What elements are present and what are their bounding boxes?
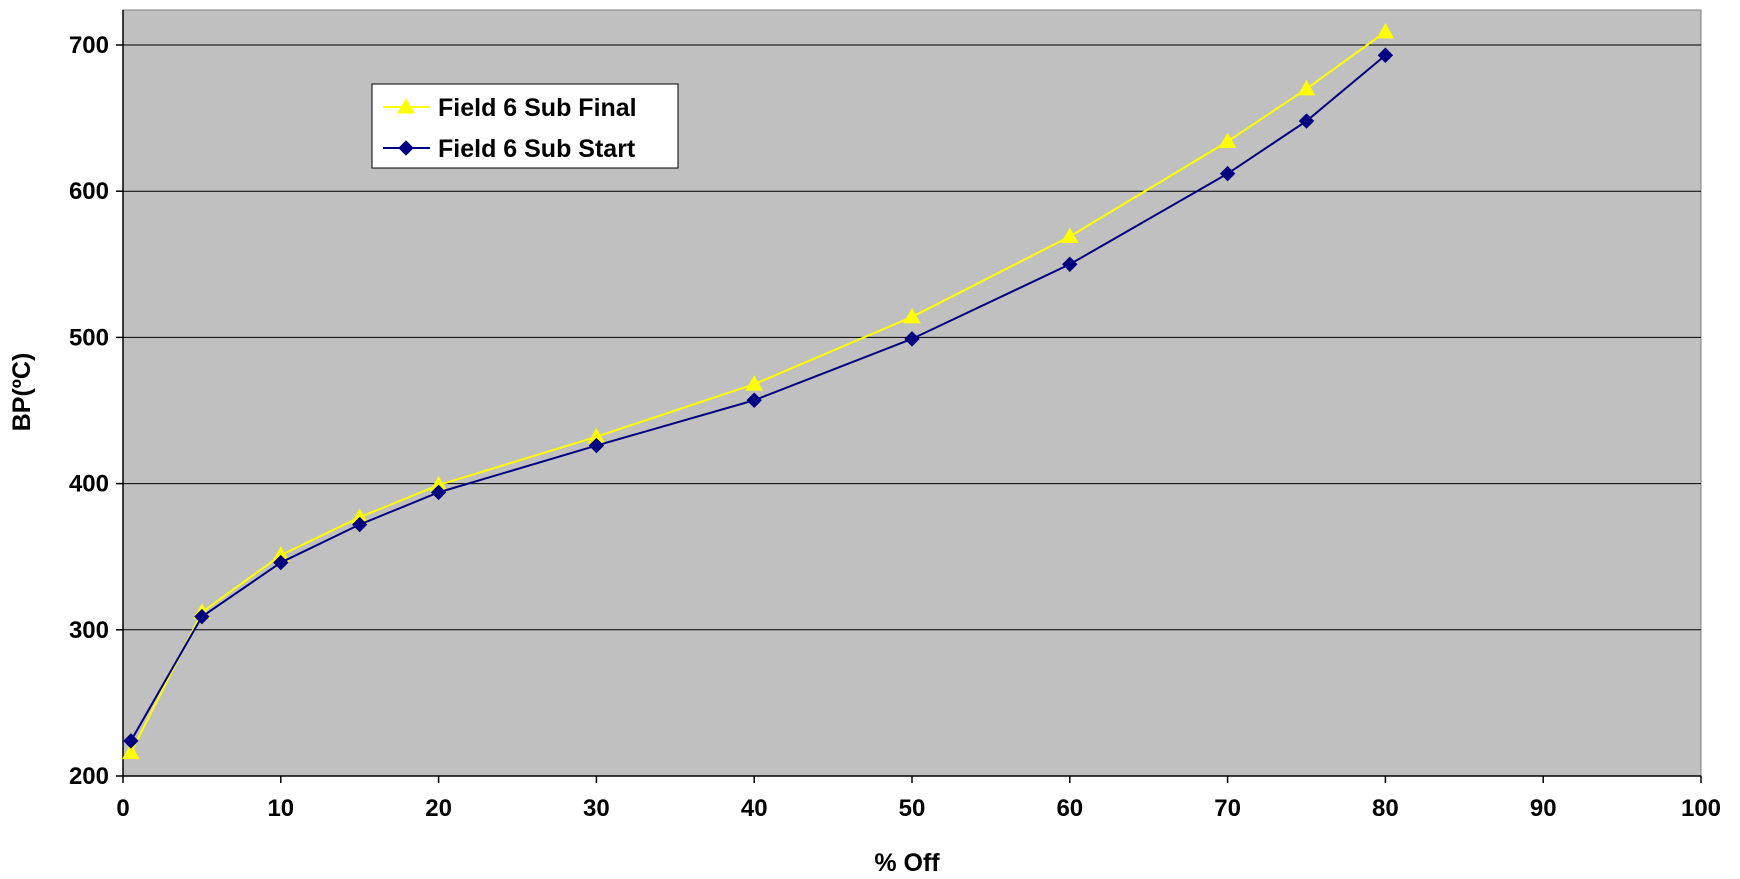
data-point bbox=[1376, 22, 1395, 39]
legend-marker bbox=[397, 97, 415, 114]
data-point bbox=[1377, 47, 1394, 63]
x-tick-label: 10 bbox=[267, 795, 294, 822]
data-point bbox=[904, 331, 920, 347]
series-0 bbox=[122, 22, 1395, 760]
x-tick-label: 100 bbox=[1681, 795, 1721, 822]
y-tick-label: 400 bbox=[69, 471, 109, 498]
x-tick-label: 70 bbox=[1214, 795, 1241, 822]
legend-item: Field 6 Sub Start bbox=[383, 135, 636, 163]
series-1 bbox=[123, 47, 1394, 749]
y-tick-label: 700 bbox=[69, 32, 109, 59]
data-point bbox=[273, 554, 289, 571]
data-point bbox=[746, 392, 762, 408]
data-point bbox=[430, 484, 447, 501]
data-point bbox=[123, 733, 139, 749]
data-point bbox=[903, 307, 921, 324]
y-tick-label: 200 bbox=[69, 763, 109, 790]
legend-label: Field 6 Sub Start bbox=[438, 135, 636, 163]
data-point bbox=[351, 516, 368, 533]
y-tick-label: 300 bbox=[69, 617, 109, 644]
data-point bbox=[1219, 165, 1236, 182]
x-tick-label: 50 bbox=[899, 795, 926, 822]
data-point bbox=[745, 375, 764, 391]
plot-area bbox=[122, 9, 1702, 777]
x-tick-label: 60 bbox=[1056, 795, 1083, 822]
data-point bbox=[1297, 79, 1316, 96]
x-axis-title: % Off bbox=[874, 849, 940, 877]
x-tick-label: 40 bbox=[741, 795, 768, 822]
y-tick-label: 500 bbox=[69, 324, 109, 351]
x-tick-label: 30 bbox=[583, 795, 610, 822]
legend-label: Field 6 Sub Final bbox=[438, 94, 637, 122]
legend-item: Field 6 Sub Final bbox=[383, 94, 637, 122]
y-axis-title: BP(ºC) bbox=[8, 353, 36, 432]
legend: Field 6 Sub Final Field 6 Sub Start bbox=[371, 83, 679, 169]
data-point bbox=[1298, 113, 1315, 129]
x-tick-label: 90 bbox=[1530, 795, 1557, 822]
legend-marker bbox=[398, 140, 414, 156]
data-point bbox=[1218, 132, 1237, 148]
x-tick-label: 0 bbox=[116, 795, 129, 822]
series-line bbox=[129, 31, 1386, 754]
data-point bbox=[194, 608, 210, 625]
legend-box bbox=[371, 83, 679, 169]
data-point bbox=[588, 437, 605, 454]
x-tick-label: 20 bbox=[425, 795, 452, 822]
x-tick-label: 80 bbox=[1372, 795, 1399, 822]
data-point bbox=[122, 743, 140, 760]
data-point bbox=[1062, 256, 1078, 273]
y-tick-label: 600 bbox=[69, 178, 109, 205]
series-line bbox=[130, 54, 1387, 742]
data-point bbox=[1060, 227, 1079, 244]
